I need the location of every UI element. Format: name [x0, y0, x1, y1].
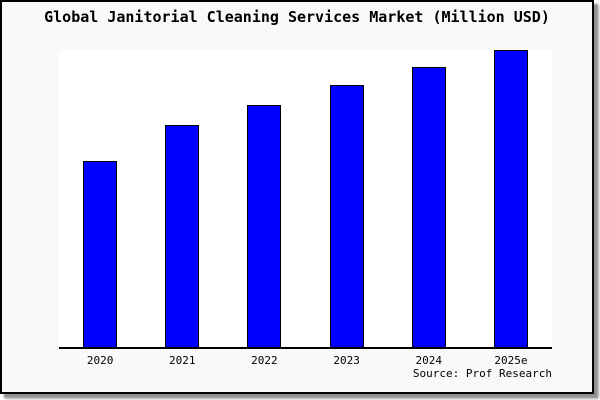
x-tick-label-2021: 2021 [169, 354, 196, 367]
x-tick-label-2024: 2024 [415, 354, 443, 367]
bar-cell [223, 50, 305, 347]
x-tick-label-2023: 2023 [333, 354, 360, 367]
x-tick-label-2020: 2020 [86, 354, 114, 367]
bar-2022 [247, 105, 282, 347]
bar-cell [141, 50, 223, 347]
bar-2024 [411, 67, 446, 347]
bar-cell [306, 50, 388, 347]
bar-cell [388, 50, 470, 347]
bar-2021 [165, 124, 200, 347]
x-axis-labels: 2020 2021 2022 2023 2024 2025e [59, 354, 552, 367]
bar-cell [470, 50, 552, 347]
bar-2025e [493, 50, 528, 347]
bar-cell [59, 50, 141, 347]
bar-2020 [83, 161, 118, 347]
chart-title: Global Janitorial Cleaning Services Mark… [44, 8, 550, 26]
source-note: Source: Prof Research [412, 367, 552, 380]
bar-2023 [329, 85, 364, 347]
bars-container [59, 50, 552, 347]
plot-area [59, 50, 552, 349]
x-tick-label-2025e: 2025e [494, 354, 528, 367]
x-tick-label-2022: 2022 [251, 354, 278, 367]
chart-page: Global Janitorial Cleaning Services Mark… [0, 0, 594, 394]
